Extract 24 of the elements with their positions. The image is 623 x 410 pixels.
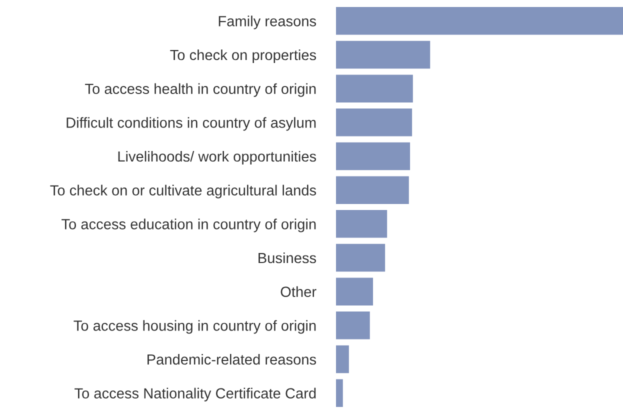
bar xyxy=(336,345,349,374)
y-tick-label: To access health in country of origin xyxy=(85,83,316,97)
y-tick-label: To check on properties xyxy=(170,49,316,64)
y-tick-label: Difficult conditions in country of asylum xyxy=(66,117,316,131)
bar xyxy=(336,142,410,170)
bar xyxy=(336,379,343,407)
bar xyxy=(336,108,412,136)
y-tick-label: Livelihoods/ work opportunities xyxy=(118,150,316,165)
bar xyxy=(336,7,623,35)
y-tick-label: To access Nationality Certificate Card xyxy=(74,388,316,402)
bar xyxy=(336,40,430,69)
y-tick-label: Family reasons xyxy=(218,16,316,30)
y-tick-label: Other xyxy=(280,286,316,298)
bar xyxy=(336,244,386,272)
bar xyxy=(336,210,388,238)
bar xyxy=(336,278,374,306)
y-tick-label: Business xyxy=(258,252,316,264)
bar xyxy=(336,312,370,340)
y-tick-label: To access housing in country of origin xyxy=(74,320,316,334)
y-tick-label: Pandemic-related reasons xyxy=(148,354,316,365)
bar xyxy=(336,74,413,102)
bar xyxy=(336,176,409,204)
y-tick-label: To access education in country of origin xyxy=(62,218,316,232)
y-tick-label: To check on or cultivate agricultural lands xyxy=(50,184,316,198)
